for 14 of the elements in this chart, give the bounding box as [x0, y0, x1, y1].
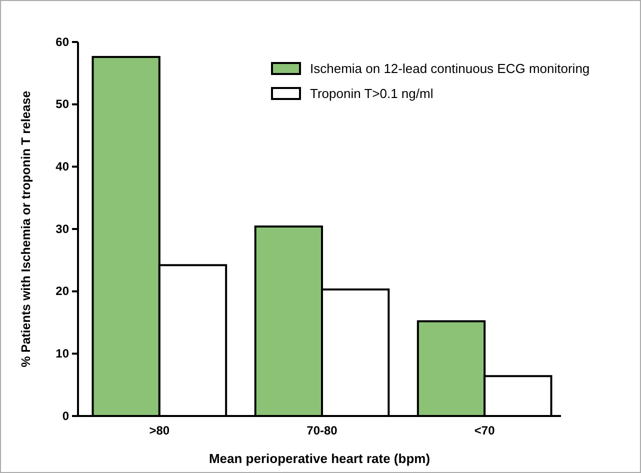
- y-tick-label: 0: [62, 408, 70, 423]
- x-axis-title: Mean perioperative heart rate (bpm): [208, 451, 430, 466]
- y-tick-label: 60: [56, 34, 70, 49]
- y-tick-label: 50: [56, 97, 70, 112]
- legend-label: Troponin T>0.1 ng/ml: [310, 86, 434, 101]
- y-tick-label: 10: [56, 346, 70, 361]
- y-tick-label: 20: [56, 284, 70, 298]
- legend-label: Ischemia on 12-lead continuous ECG monitoring: [310, 61, 590, 76]
- x-tick-label: <70: [474, 424, 496, 438]
- y-axis-title: % Patients with Ischemia or troponin T release: [19, 90, 33, 368]
- y-tick-label: 30: [56, 222, 70, 236]
- y-tick-label: 40: [56, 160, 70, 174]
- x-tick-label: >80: [149, 424, 170, 438]
- x-tick-label: 70-80: [306, 424, 338, 438]
